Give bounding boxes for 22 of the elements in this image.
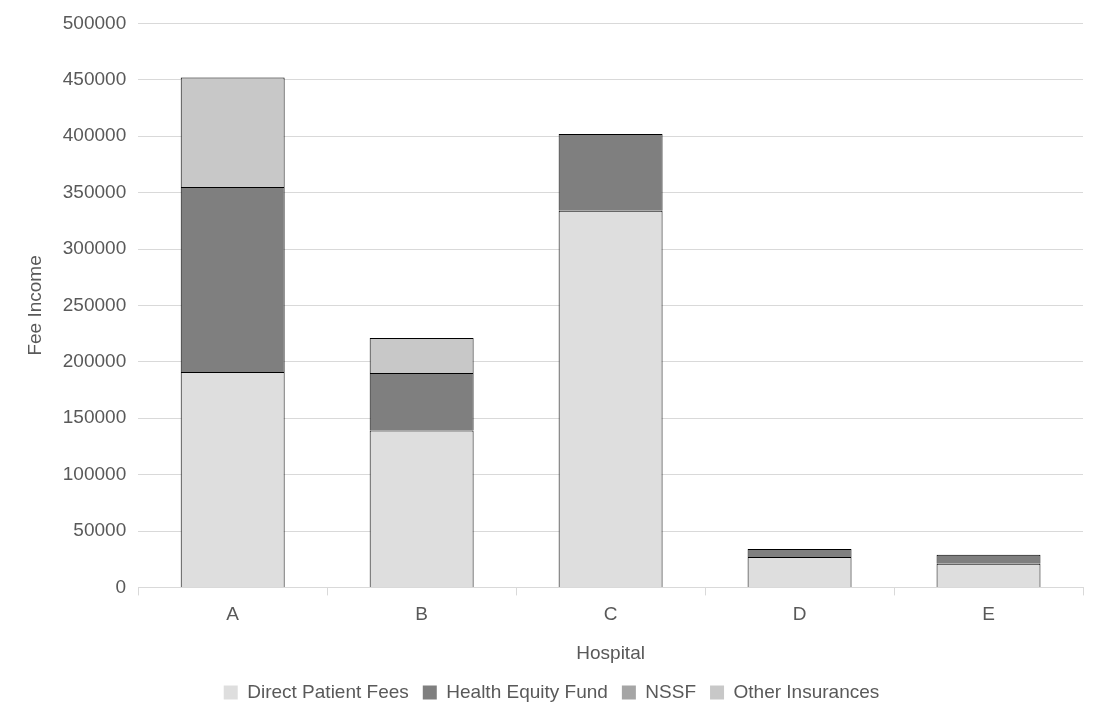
y-tick-label: 150000 [62, 406, 127, 428]
legend-label: Other Insurances [733, 680, 880, 702]
y-tick-label: 500000 [62, 11, 127, 33]
x-tick-label: E [982, 603, 995, 625]
legend-label: Health Equity Fund [446, 680, 608, 702]
y-tick-label: 400000 [62, 124, 127, 146]
legend-label: NSSF [645, 680, 697, 702]
x-tick-label: C [603, 603, 618, 625]
x-tick-label: B [415, 603, 428, 625]
y-tick-label: 300000 [62, 237, 127, 259]
y-tick-label: 450000 [62, 68, 127, 90]
y-tick-label: 250000 [62, 293, 127, 315]
y-tick-label: 350000 [62, 180, 127, 202]
x-tick-label: D [792, 603, 807, 625]
x-tick-label: A [226, 603, 240, 625]
y-tick-label: 0 [115, 575, 127, 597]
legend-label: Direct Patient Fees [247, 680, 409, 702]
y-tick-label: 200000 [62, 350, 127, 372]
y-tick-label: 100000 [62, 462, 127, 484]
y-tick-label: 50000 [73, 519, 127, 541]
y-axis-title: Fee Income [23, 255, 45, 356]
x-axis-title: Hospital [576, 641, 645, 663]
